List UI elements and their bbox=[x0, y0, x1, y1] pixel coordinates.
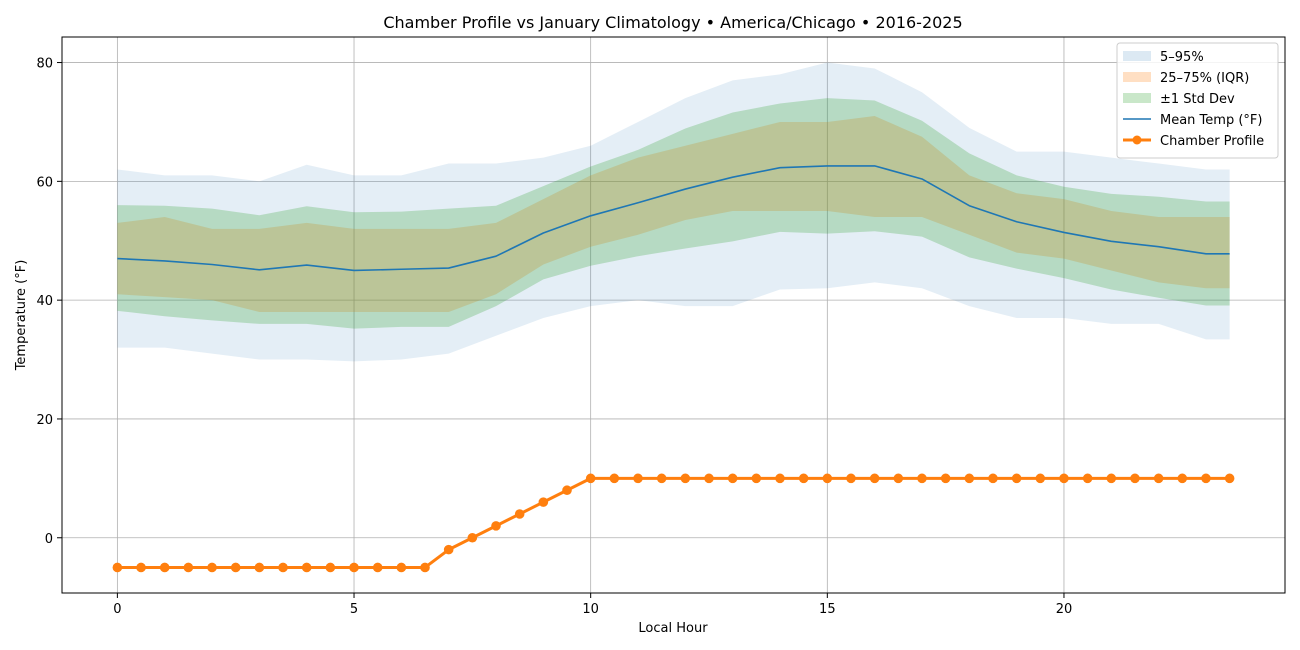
data-point bbox=[988, 473, 998, 484]
data-point bbox=[1177, 473, 1188, 484]
data-point bbox=[538, 497, 549, 507]
y-tick-label: 40 bbox=[36, 294, 53, 309]
legend-label: 5–95% bbox=[1160, 50, 1204, 65]
series-line-chamber-profile bbox=[117, 476, 1230, 569]
data-point bbox=[893, 473, 904, 484]
band-5-95- bbox=[117, 62, 1230, 362]
plot-area: 0 5 10 15 20 0 20 40 60 80 bbox=[36, 36, 1286, 617]
y-tick-label: 80 bbox=[36, 57, 53, 72]
x-tick-label: 15 bbox=[819, 602, 836, 617]
data-point bbox=[1130, 473, 1140, 484]
legend-swatch-25-75-iqr- bbox=[1123, 72, 1151, 82]
data-point bbox=[1201, 473, 1211, 484]
x-axis-label: Local Hour bbox=[638, 621, 708, 636]
x-tick-label: 20 bbox=[1056, 602, 1073, 617]
data-point bbox=[443, 544, 454, 555]
data-point bbox=[680, 473, 691, 484]
data-point bbox=[1082, 473, 1093, 484]
legend-frame bbox=[1116, 42, 1279, 159]
legend-swatch--1-std-dev bbox=[1123, 93, 1151, 103]
data-point bbox=[704, 473, 714, 484]
legend: 5–95% 25–75% (IQR) ±1 Std Dev Mean Temp (°F… bbox=[1116, 42, 1279, 159]
data-point bbox=[633, 473, 643, 484]
data-point bbox=[349, 562, 359, 573]
data-point bbox=[159, 562, 170, 573]
y-tick-label: 0 bbox=[45, 532, 53, 547]
data-point bbox=[230, 562, 241, 573]
chart-title: Chamber Profile vs January Climatology •… bbox=[383, 13, 962, 32]
data-point bbox=[751, 473, 762, 484]
plot-frame bbox=[61, 36, 1286, 594]
legend-marker bbox=[1132, 135, 1142, 145]
data-point bbox=[467, 532, 478, 543]
data-point bbox=[822, 473, 833, 484]
data-point bbox=[301, 562, 312, 573]
data-point bbox=[917, 473, 927, 484]
data-point bbox=[869, 473, 880, 484]
data-point bbox=[1224, 473, 1235, 484]
data-point bbox=[254, 562, 265, 573]
data-point bbox=[846, 473, 856, 484]
data-point bbox=[940, 473, 951, 484]
legend-label: ±1 Std Dev bbox=[1160, 92, 1235, 107]
data-point bbox=[609, 473, 620, 484]
band--1-std-dev bbox=[117, 98, 1230, 329]
series-line-mean-temp-f- bbox=[117, 165, 1230, 272]
data-point bbox=[372, 562, 383, 573]
data-point bbox=[1011, 473, 1022, 484]
data-point bbox=[136, 562, 146, 573]
data-point bbox=[207, 562, 217, 573]
data-point bbox=[325, 562, 336, 573]
y-tick-label: 60 bbox=[36, 175, 53, 190]
data-point bbox=[798, 473, 809, 484]
data-point bbox=[183, 562, 194, 573]
data-point bbox=[1153, 473, 1164, 484]
data-point bbox=[514, 509, 525, 519]
x-tick-label: 0 bbox=[113, 602, 121, 617]
data-point bbox=[1035, 473, 1046, 484]
data-point bbox=[964, 473, 975, 484]
legend-label: 25–75% (IQR) bbox=[1160, 71, 1249, 86]
data-point bbox=[278, 562, 288, 573]
y-tick-label: 20 bbox=[36, 413, 53, 428]
data-point bbox=[585, 473, 596, 484]
data-point bbox=[420, 562, 430, 573]
legend-swatch-5-95- bbox=[1123, 51, 1151, 61]
data-point bbox=[112, 562, 123, 573]
data-point bbox=[1106, 473, 1117, 484]
legend-label: Chamber Profile bbox=[1160, 134, 1264, 149]
data-point bbox=[656, 473, 667, 484]
data-point bbox=[562, 485, 572, 496]
data-point bbox=[727, 473, 738, 484]
band-25-75-iqr- bbox=[117, 116, 1230, 313]
y-axis-label: Temperature (°F) bbox=[14, 260, 29, 372]
data-point bbox=[775, 473, 785, 484]
data-point bbox=[396, 562, 407, 573]
x-tick-label: 5 bbox=[350, 602, 358, 617]
x-tick-label: 10 bbox=[582, 602, 599, 617]
legend-label: Mean Temp (°F) bbox=[1160, 113, 1262, 128]
data-point bbox=[1059, 473, 1069, 484]
data-point bbox=[491, 521, 501, 531]
